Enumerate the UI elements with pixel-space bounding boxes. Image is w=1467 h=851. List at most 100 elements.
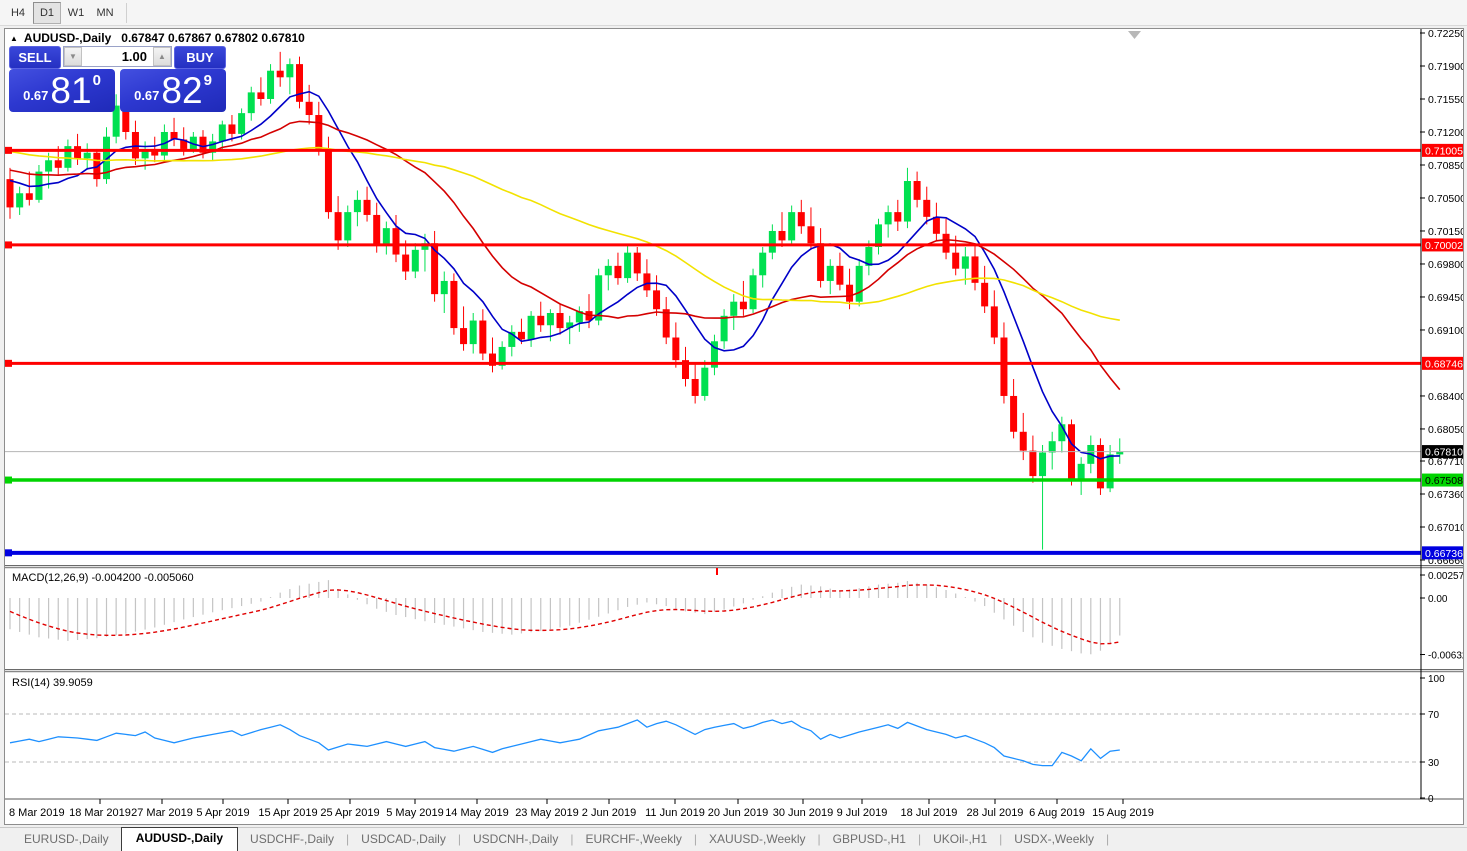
chart-tab-usdcad-daily[interactable]: USDCAD-,Daily xyxy=(361,832,446,846)
date-axis-label: 20 Jun 2019 xyxy=(708,807,769,819)
candle-body xyxy=(238,113,246,134)
volume-increase-button[interactable]: ▲ xyxy=(153,47,171,66)
candle-body xyxy=(431,243,439,295)
volume-input[interactable] xyxy=(82,47,153,66)
price-axis-label: 0.68400 xyxy=(1428,391,1463,403)
candle-body xyxy=(855,265,863,302)
date-axis-label: 30 Jun 2019 xyxy=(773,807,834,819)
buy-price-box[interactable]: 0.67 82 9 xyxy=(120,69,226,112)
sell-price-box[interactable]: 0.67 81 0 xyxy=(9,69,115,112)
candle-body xyxy=(1096,444,1104,489)
date-axis-label: 27 Mar 2019 xyxy=(131,807,193,819)
price-axis-label: 0.70150 xyxy=(1428,226,1463,238)
volume-decrease-button[interactable]: ▼ xyxy=(64,47,82,66)
chart-tab-bar: EURUSD-,Daily AUDUSD-,Daily USDCHF-,Daily |… xyxy=(0,827,1467,851)
candle-body xyxy=(1000,337,1008,396)
symbol-period-label: AUDUSD-,Daily xyxy=(23,31,112,45)
chart-window[interactable] xyxy=(4,28,1464,825)
candle-body xyxy=(286,64,294,78)
price-badge-label: 0.70002 xyxy=(1425,240,1463,252)
chart-tab-audusd-daily[interactable]: AUDUSD-,Daily xyxy=(120,827,239,851)
tab-separator: | xyxy=(346,832,350,846)
candle-body xyxy=(151,148,159,156)
sell-price-prefix: 0.67 xyxy=(23,88,49,103)
chart-canvas[interactable]: 0.72250 0.71900 0.71550 0.71200 0.70850 0.705… xyxy=(5,29,1463,824)
buy-button[interactable]: BUY xyxy=(174,46,226,69)
level-line-handle[interactable] xyxy=(5,476,12,484)
date-axis-label: 23 May 2019 xyxy=(515,807,579,819)
sell-button[interactable]: SELL xyxy=(9,46,61,69)
price-badge-0.67810 xyxy=(1422,445,1463,459)
candle-body xyxy=(797,212,805,227)
price-badge-label: 0.71005 xyxy=(1425,145,1463,157)
candle-body xyxy=(913,181,921,200)
candle-body xyxy=(517,331,525,340)
level-line-handle[interactable] xyxy=(5,241,12,249)
candle-body xyxy=(836,265,844,285)
candle-body xyxy=(373,214,381,246)
macd-axis-label: -0.006326 xyxy=(1428,651,1463,662)
chart-tab-usdchf-daily[interactable]: USDCHF-,Daily xyxy=(250,832,335,846)
panel-separator[interactable] xyxy=(5,567,1463,569)
chart-tab-eurchf-weekly[interactable]: EURCHF-,Weekly xyxy=(585,832,682,846)
price-axis-label: 0.72250 xyxy=(1428,29,1463,40)
date-axis-label: 5 May 2019 xyxy=(386,807,443,819)
chart-tab-ukoil-h1[interactable]: UKOil-,H1 xyxy=(933,832,988,846)
timeframe-toolbar: H4 D1 W1 MN xyxy=(0,0,1467,26)
candle-body xyxy=(749,275,757,310)
timeframe-button-w1[interactable]: W1 xyxy=(62,1,90,24)
candle-body xyxy=(469,320,477,345)
candle-body xyxy=(546,312,554,326)
buy-price-big: 82 xyxy=(161,69,203,111)
timeframe-button-mn[interactable]: MN xyxy=(91,1,119,24)
price-axis-label: 0.69800 xyxy=(1428,259,1463,271)
candle-body xyxy=(93,152,101,180)
collapse-panel-icon[interactable]: ▲ xyxy=(10,33,18,43)
level-line-handle[interactable] xyxy=(5,549,12,557)
sell-price-big: 81 xyxy=(50,69,92,111)
candle-body xyxy=(411,249,419,272)
candle-body xyxy=(1058,424,1066,442)
candle-body xyxy=(923,199,931,217)
chart-tab-gbpusd-h1[interactable]: GBPUSD-,H1 xyxy=(832,832,906,846)
chart-tab-xauusd-weekly[interactable]: XAUUSD-,Weekly xyxy=(709,832,806,846)
level-line-handle[interactable] xyxy=(5,146,12,154)
chart-tab-eurusd-daily[interactable]: EURUSD-,Daily xyxy=(24,832,109,846)
level-line-handle[interactable] xyxy=(5,359,12,367)
rsi-line xyxy=(9,719,1120,767)
candle-body xyxy=(334,212,342,241)
candle-body xyxy=(1116,451,1124,455)
candle-body xyxy=(141,148,149,159)
panel-separator[interactable] xyxy=(5,671,1463,673)
candle-body xyxy=(489,353,496,366)
candle-body xyxy=(817,243,825,281)
candle-body xyxy=(875,224,882,248)
candle-body xyxy=(653,290,661,310)
candle-body xyxy=(846,284,854,302)
candle-body xyxy=(672,337,680,361)
price-badge-0.70002 xyxy=(1422,238,1463,252)
timeframe-button-d1[interactable]: D1 xyxy=(33,1,61,24)
rsi-axis-label: 0 xyxy=(1428,794,1434,805)
panel-separator[interactable] xyxy=(5,565,1463,567)
tab-separator: | xyxy=(570,832,574,846)
candle-body xyxy=(440,280,448,295)
candle-body xyxy=(981,282,989,307)
panel-separator[interactable] xyxy=(5,669,1463,671)
toolbar-separator xyxy=(126,2,127,23)
macd-axis-label: 0.002574 xyxy=(1428,571,1463,582)
timeframe-button-h4[interactable]: H4 xyxy=(4,1,32,24)
candle-body xyxy=(1029,450,1037,477)
candle-body xyxy=(64,146,72,168)
rsi-axis-label: 30 xyxy=(1428,758,1440,769)
chart-tab-usdcnh-daily[interactable]: USDCNH-,Daily xyxy=(472,832,559,846)
candle-body xyxy=(276,70,284,78)
candle-body xyxy=(701,367,709,396)
chart-tab-usdx-weekly[interactable]: USDX-,Weekly xyxy=(1014,832,1095,846)
candle-body xyxy=(1019,431,1027,451)
candle-body xyxy=(759,252,767,276)
candle-body xyxy=(189,136,197,149)
candle-body xyxy=(344,212,352,241)
tab-separator: | xyxy=(917,832,922,846)
candle-body xyxy=(218,124,226,142)
